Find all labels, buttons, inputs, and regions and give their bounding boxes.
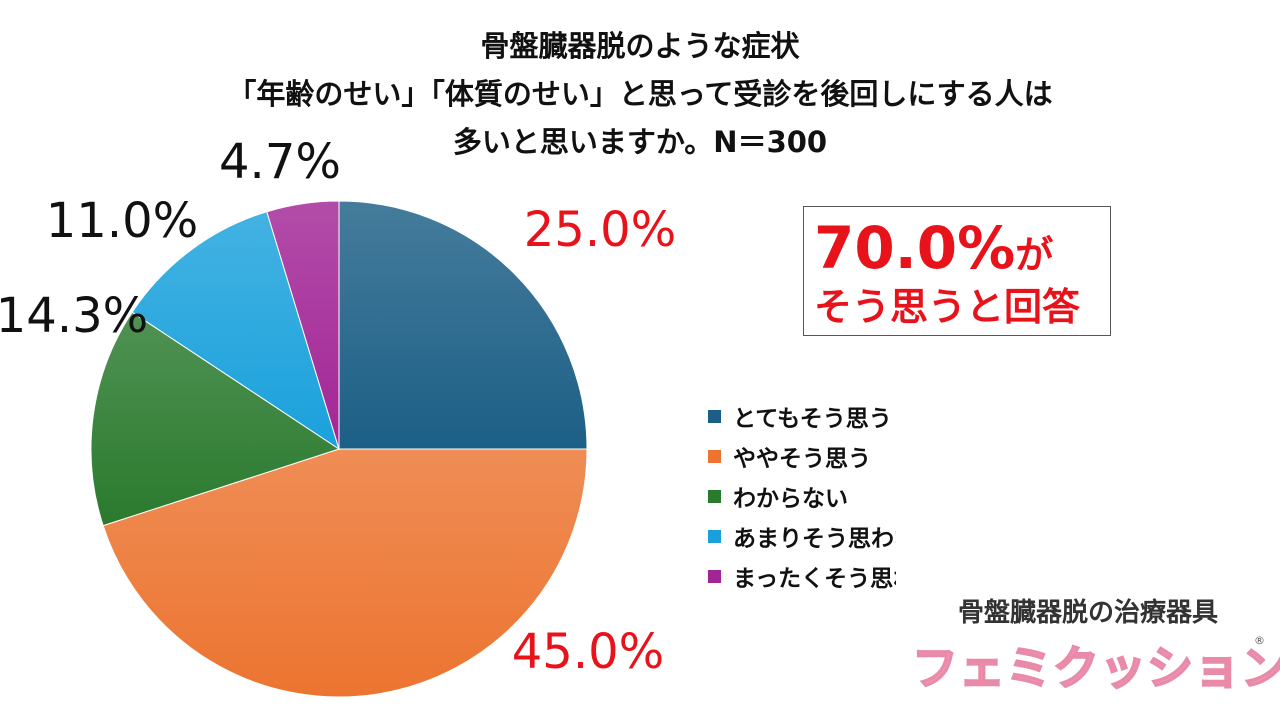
callout-value: 70.0%	[814, 214, 1016, 282]
brand-subtitle: 骨盤臓器脱の治療器具	[958, 598, 1219, 628]
value-label-dont-know: 14.3%	[0, 288, 148, 344]
legend-item: まったくそう思わない	[708, 556, 896, 596]
legend-swatch	[708, 489, 721, 503]
value-label-somewhat: 45.0%	[512, 624, 664, 680]
brand-logo: フェミクッション	[911, 640, 1280, 696]
callout-text: そう思うと回答	[814, 285, 1081, 329]
title-line-2: 「年齢のせい」「体質のせい」と思って受診を後回しにする人は	[227, 77, 1053, 111]
value-label-not-really: 11.0%	[46, 193, 198, 249]
legend-swatch	[708, 569, 721, 583]
legend-item: あまりそう思わない	[708, 516, 896, 556]
legend-label: ややそう思う	[733, 446, 871, 472]
legend-label: まったくそう思わない	[733, 566, 896, 592]
pie-slice-not-really	[131, 211, 340, 451]
callout-suffix: が	[1015, 233, 1054, 277]
legend-label: とてもそう思う	[733, 406, 892, 432]
legend: とてもそう思う ややそう思う わからない あまりそう思わない まったくそう思わな…	[708, 396, 896, 596]
callout-value-line: 70.0%が	[814, 215, 1053, 288]
legend-item: わからない	[708, 476, 896, 516]
title-line-1: 骨盤臓器脱のような症状	[480, 29, 800, 63]
legend-item: ややそう思う	[708, 436, 896, 476]
chart-title: 骨盤臓器脱のような症状 「年齢のせい」「体質のせい」と思って受診を後回しにする人…	[140, 22, 1140, 166]
legend-label: わからない	[733, 486, 848, 512]
pie-slice-dont-know	[90, 311, 341, 527]
pie-slices	[90, 200, 588, 698]
pie-slice-somewhat	[102, 448, 588, 698]
registered-mark: ®	[1254, 634, 1265, 647]
pie-slice-very-much	[338, 200, 588, 450]
legend-swatch	[708, 529, 721, 543]
legend-label: あまりそう思わない	[733, 526, 896, 552]
summary-callout: 70.0%が そう思うと回答	[803, 206, 1111, 336]
legend-item: とてもそう思う	[708, 396, 896, 436]
pie-value-labels: 25.0% 45.0% 14.3% 11.0% 4.7%	[0, 134, 676, 680]
pie-slice-not-at-all	[266, 200, 340, 450]
title-line-3: 多いと思いますか。N＝300	[452, 125, 828, 159]
value-label-very-much: 25.0%	[524, 202, 676, 258]
legend-swatch	[708, 409, 721, 423]
legend-swatch	[708, 449, 721, 463]
value-label-not-at-all: 4.7%	[219, 134, 341, 190]
